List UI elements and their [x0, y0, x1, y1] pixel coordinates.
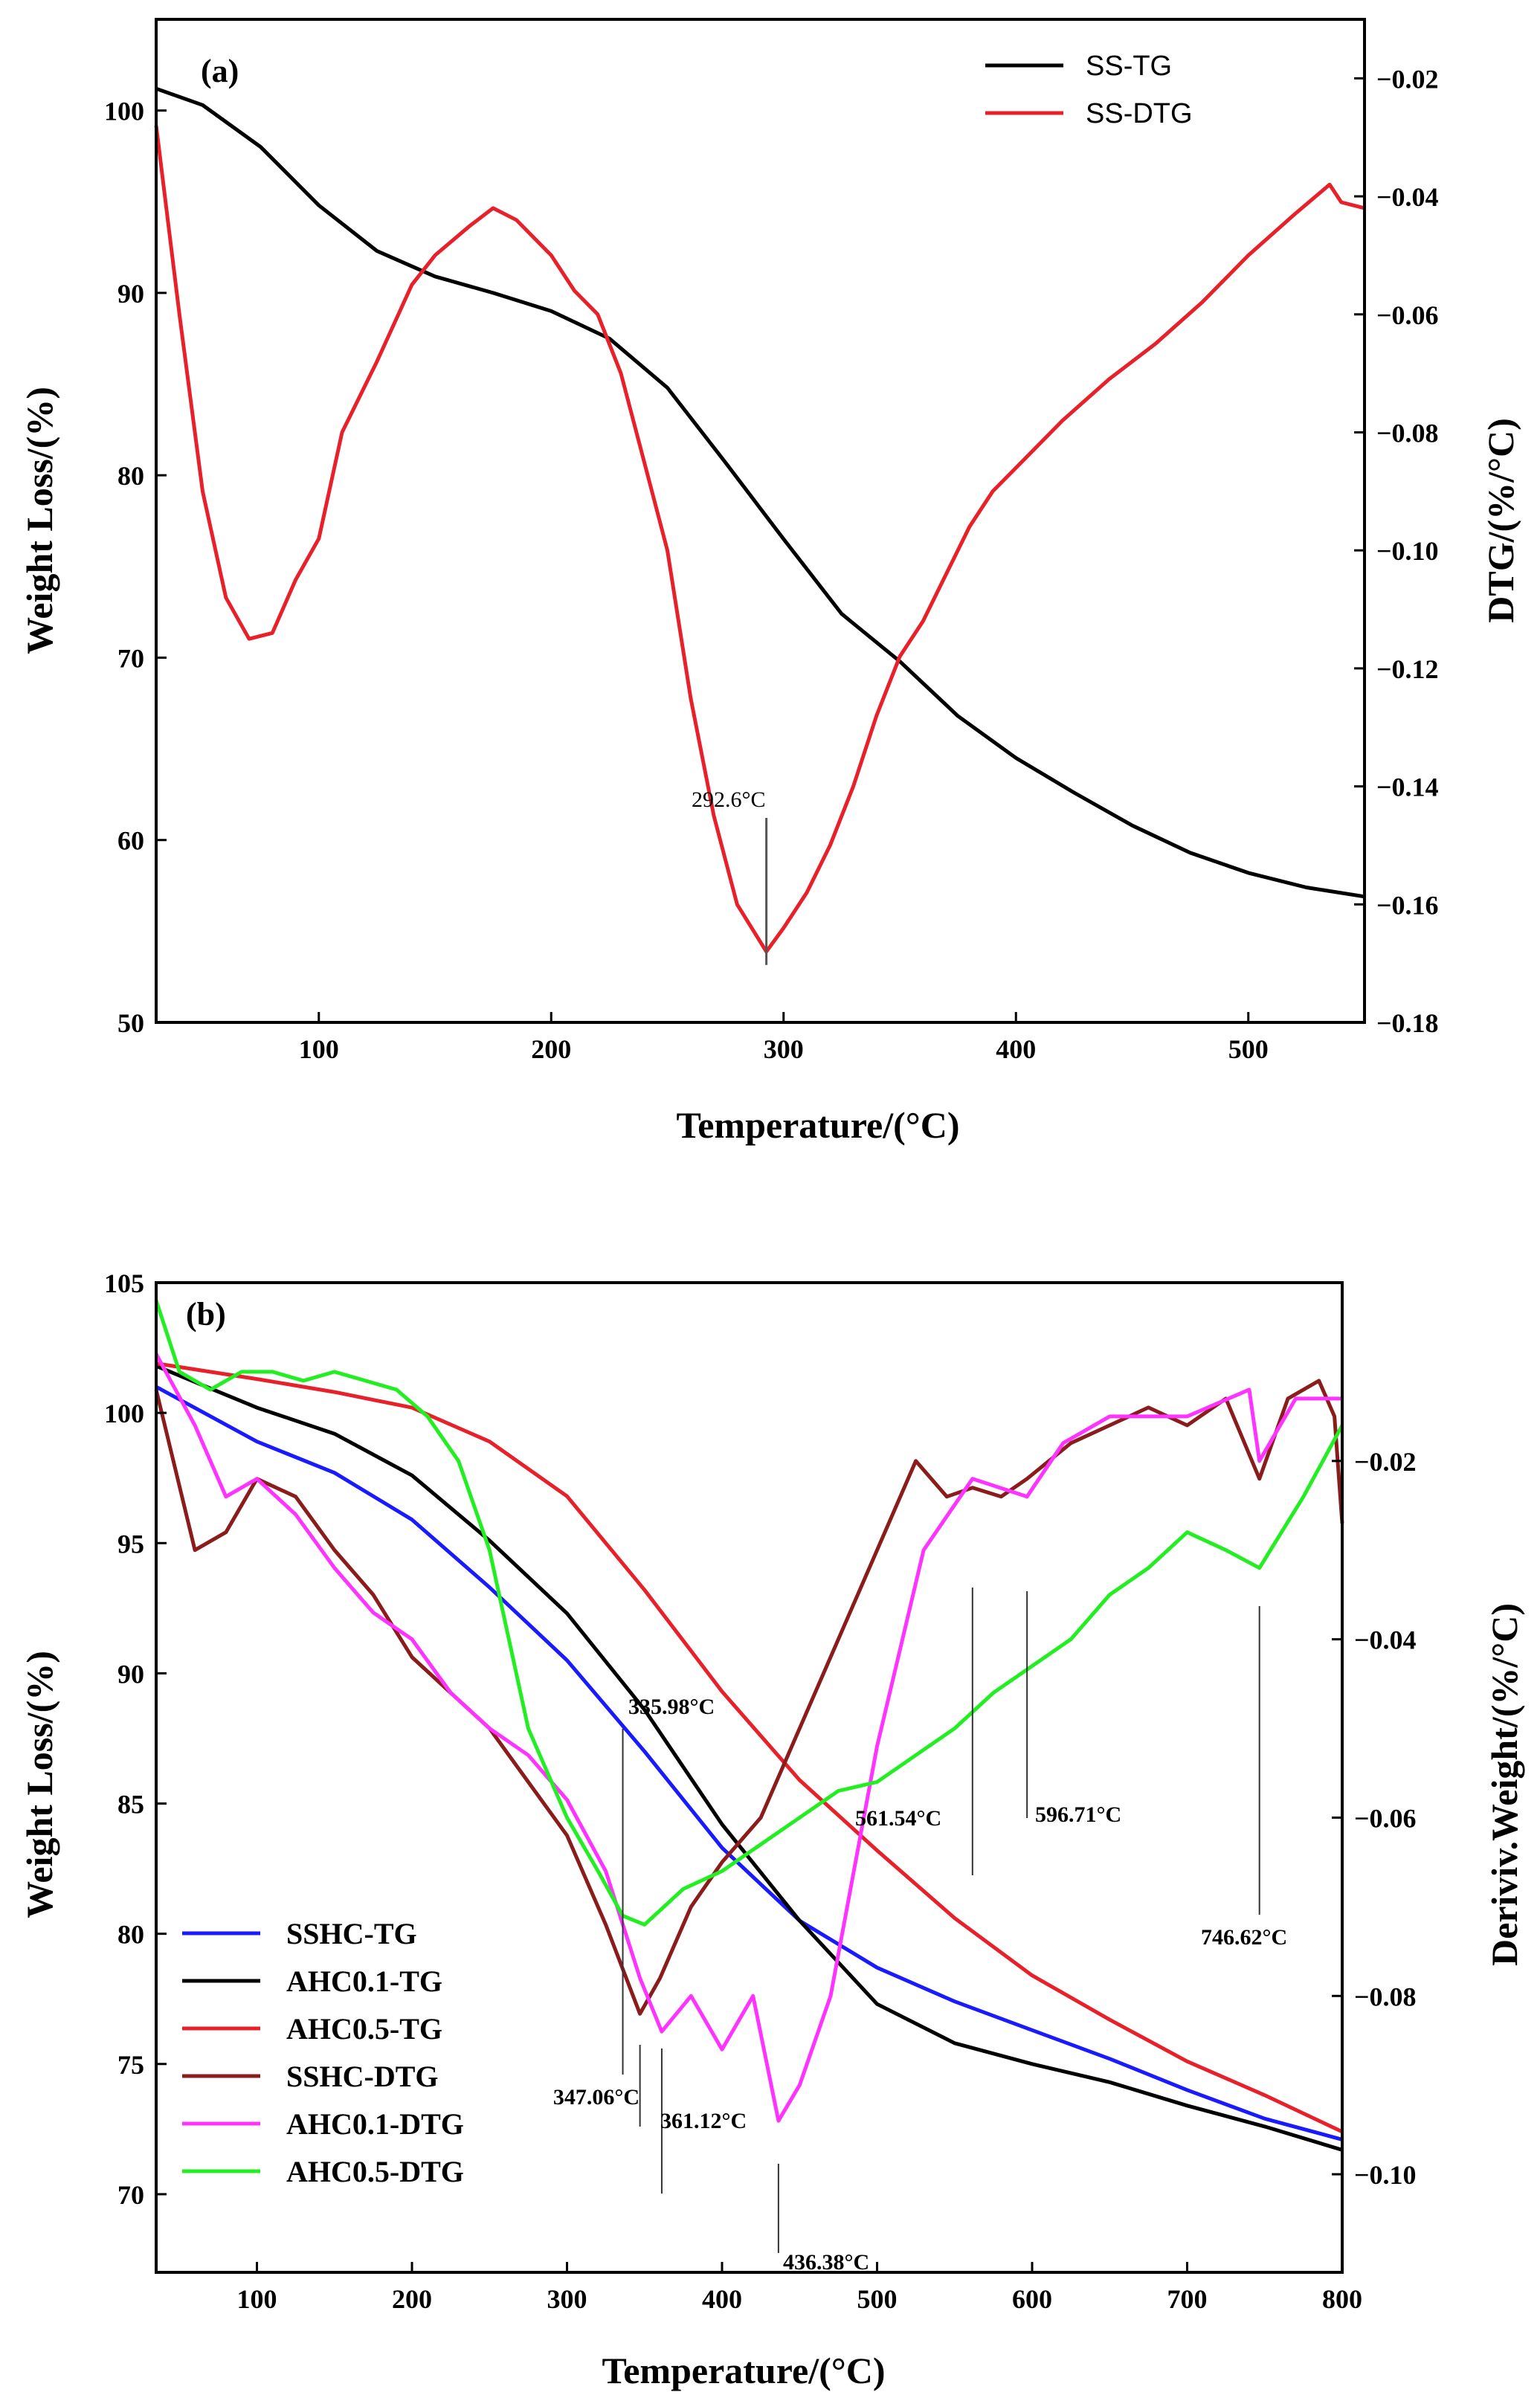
annotation-label: 361.12°C [660, 2109, 747, 2133]
y2-tick-label: −0.04 [1354, 1625, 1417, 1655]
legend-label-ss-dtg: SS-DTG [1086, 98, 1193, 129]
series-line-ahc0-5-tg [155, 1361, 1344, 2134]
y2-tick-label: −0.18 [1376, 1008, 1439, 1038]
series-line-sshc-dtg [154, 1379, 1344, 2016]
x-tick-label: 100 [237, 2284, 277, 2314]
y2-tick-label: −0.10 [1376, 536, 1439, 566]
panel-a-y2label: DTG/(%/°C) [1480, 418, 1521, 623]
panel-b-y2label: Deriviv.Weight/(%/°C) [1483, 1603, 1525, 1966]
panel-a-ylabel: Weight Loss/(%) [19, 387, 60, 654]
panel-a: 100 200 300 400 500 50 60 70 80 90 100 −0.18 −0.16 −0… [19, 18, 1521, 1146]
annotation-label: 347.06°C [553, 2085, 639, 2109]
annotation-label: 335.98°C [628, 1695, 715, 1719]
y-tick-label: 105 [104, 1269, 144, 1298]
panel-b-xlabel: Temperature/(°C) [602, 2350, 885, 2391]
legend-label-ahc05-dtg: AHC0.5-DTG [286, 2155, 464, 2188]
panel-a-xlabel: Temperature/(°C) [676, 1104, 959, 1146]
legend-label-ahc01-dtg: AHC0.1-DTG [286, 2107, 464, 2141]
y-tick-label: 60 [117, 826, 144, 856]
y2-tick-label: −0.14 [1376, 773, 1439, 802]
annotation-label: 746.62°C [1201, 1925, 1287, 1950]
y2-tick-label: −0.02 [1354, 1447, 1417, 1477]
legend-label-ahc01-tg: AHC0.1-TG [286, 1965, 442, 1998]
series-line-ss-dtg [154, 125, 1365, 954]
y-tick-label: 80 [117, 1920, 144, 1950]
legend-label-ss-tg: SS-TG [1086, 51, 1172, 82]
y-tick-label: 70 [117, 643, 144, 673]
y-tick-label: 85 [117, 1790, 144, 1820]
panel-b-label: (b) [186, 1296, 226, 1332]
y2-tick-label: −0.12 [1376, 654, 1439, 684]
annotation-label: 596.71°C [1035, 1802, 1121, 1827]
annotation-label: 561.54°C [855, 1806, 941, 1831]
series-line-ahc0-1-dtg [154, 1353, 1342, 2123]
x-tick-label: 400 [996, 1034, 1036, 1064]
panel-a-legend: SS-TG SS-DTG [985, 51, 1193, 129]
y-tick-label: 100 [104, 1399, 144, 1428]
y2-tick-label: −0.10 [1354, 2160, 1417, 2190]
x-tick-label: 200 [392, 2284, 432, 2314]
panel-a-frame [155, 18, 1366, 1024]
y-tick-label: 100 [104, 97, 144, 126]
legend-label-sshc-dtg: SSHC-DTG [286, 2060, 439, 2093]
y-tick-label: 75 [117, 2050, 144, 2080]
x-tick-label: 800 [1322, 2284, 1362, 2314]
panel-b: 100 200 300 400 500 600 700 800 70 75 80 85 90 95 100 1… [19, 1269, 1525, 2391]
y2-tick-label: −0.06 [1354, 1803, 1417, 1833]
x-tick-label: 100 [299, 1034, 339, 1064]
x-tick-label: 400 [702, 2284, 742, 2314]
panel-b-ylabel: Weight Loss/(%) [19, 1651, 60, 1918]
y-tick-label: 90 [117, 1659, 144, 1689]
y-tick-label: 90 [117, 279, 144, 309]
y2-tick-label: −0.02 [1376, 64, 1439, 94]
series-line-ahc0-5-dtg [154, 1300, 1344, 1927]
y-tick-label: 80 [117, 461, 144, 491]
x-tick-label: 300 [547, 2284, 587, 2314]
annotation-label: 292.6°C [692, 787, 766, 812]
x-tick-label: 700 [1167, 2284, 1208, 2314]
legend-label-ahc05-tg: AHC0.5-TG [286, 2012, 442, 2046]
y2-tick-label: −0.16 [1376, 890, 1439, 920]
y2-tick-label: −0.08 [1354, 1982, 1417, 2011]
x-tick-label: 500 [1228, 1034, 1269, 1064]
x-tick-label: 600 [1012, 2284, 1052, 2314]
legend-label-sshc-tg: SSHC-TG [286, 1917, 417, 1950]
series-line-sshc-tg [155, 1385, 1343, 2141]
x-tick-label: 300 [764, 1034, 804, 1064]
y-tick-label: 95 [117, 1529, 144, 1559]
y-tick-label: 50 [117, 1008, 144, 1038]
y-tick-label: 70 [117, 2180, 144, 2210]
series-line-ss-tg [155, 86, 1365, 899]
panel-a-label: (a) [201, 53, 239, 89]
panel-b-legend: SSHC-TG AHC0.1-TG AHC0.5-TG SSHC-DTG AHC… [182, 1917, 464, 2188]
x-tick-label: 500 [857, 2284, 898, 2314]
panel-b-frame [155, 1281, 1344, 2274]
series-line-ahc0-1-tg [155, 1364, 1343, 2152]
x-tick-label: 200 [531, 1034, 571, 1064]
y2-tick-label: −0.06 [1376, 300, 1439, 330]
y2-tick-label: −0.04 [1376, 182, 1439, 212]
annotation-label: 436.38°C [783, 2250, 869, 2275]
y2-tick-label: −0.08 [1376, 418, 1439, 448]
